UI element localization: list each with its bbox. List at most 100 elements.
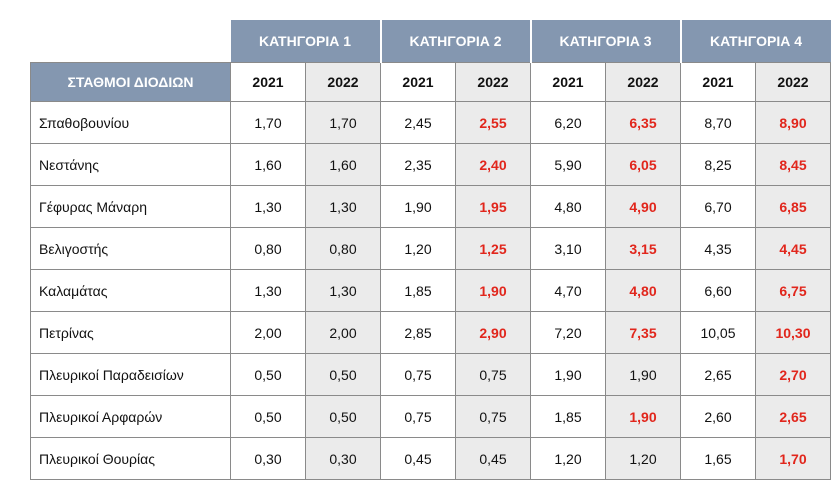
toll-table: ΚΑΤΗΓΟΡΙΑ 1 ΚΑΤΗΓΟΡΙΑ 2 ΚΑΤΗΓΟΡΙΑ 3 ΚΑΤΗ… xyxy=(30,20,831,480)
toll-value: 0,75 xyxy=(380,353,456,396)
category-3-header: ΚΑΤΗΓΟΡΙΑ 3 xyxy=(530,20,682,63)
toll-value: 1,20 xyxy=(380,227,456,270)
category-header-row: ΚΑΤΗΓΟΡΙΑ 1 ΚΑΤΗΓΟΡΙΑ 2 ΚΑΤΗΓΟΡΙΑ 3 ΚΑΤΗ… xyxy=(30,20,831,63)
station-name: Καλαμάτας xyxy=(30,269,231,312)
toll-value: 4,80 xyxy=(530,185,606,228)
toll-value: 2,00 xyxy=(230,311,306,354)
toll-value: 0,80 xyxy=(230,227,306,270)
toll-value: 3,10 xyxy=(530,227,606,270)
year-header-row: ΣΤΑΘΜΟΙ ΔΙΟΔΙΩΝ 2021 2022 2021 2022 2021… xyxy=(30,62,831,102)
toll-value: 2,60 xyxy=(680,395,756,438)
toll-value: 0,30 xyxy=(305,437,381,480)
stations-header: ΣΤΑΘΜΟΙ ΔΙΟΔΙΩΝ xyxy=(30,62,231,102)
toll-table-container: ΚΑΤΗΓΟΡΙΑ 1 ΚΑΤΗΓΟΡΙΑ 2 ΚΑΤΗΓΟΡΙΑ 3 ΚΑΤΗ… xyxy=(30,20,831,480)
toll-value: 1,90 xyxy=(605,353,681,396)
toll-value: 8,70 xyxy=(680,101,756,144)
toll-value: 1,20 xyxy=(605,437,681,480)
toll-value: 10,05 xyxy=(680,311,756,354)
toll-value: 6,70 xyxy=(680,185,756,228)
station-name: Βελιγοστής xyxy=(30,227,231,270)
year-header: 2021 xyxy=(230,62,306,102)
station-name: Πετρίνας xyxy=(30,311,231,354)
table-row: Πετρίνας 2,00 2,00 2,85 2,90 7,20 7,35 10,05 10,… xyxy=(30,311,831,354)
toll-value: 4,80 xyxy=(605,269,681,312)
toll-value: 1,60 xyxy=(230,143,306,186)
toll-value: 0,45 xyxy=(455,437,531,480)
year-header: 2021 xyxy=(530,62,606,102)
toll-value: 0,75 xyxy=(455,395,531,438)
table-row: Σπαθοβουνίου 1,70 1,70 2,45 2,55 6,20 6,35 8,70… xyxy=(30,101,831,144)
station-name: Πλευρικοί Θουρίας xyxy=(30,437,231,480)
toll-value: 5,90 xyxy=(530,143,606,186)
toll-value: 1,85 xyxy=(530,395,606,438)
toll-value: 1,95 xyxy=(455,185,531,228)
toll-value: 0,75 xyxy=(455,353,531,396)
toll-value: 7,20 xyxy=(530,311,606,354)
toll-value: 4,90 xyxy=(605,185,681,228)
toll-value: 1,85 xyxy=(380,269,456,312)
toll-value: 2,65 xyxy=(755,395,831,438)
toll-value: 0,50 xyxy=(230,353,306,396)
toll-value: 1,70 xyxy=(305,101,381,144)
toll-value: 2,45 xyxy=(380,101,456,144)
year-header: 2021 xyxy=(680,62,756,102)
toll-value: 6,05 xyxy=(605,143,681,186)
year-header: 2022 xyxy=(605,62,681,102)
year-header: 2021 xyxy=(380,62,456,102)
toll-value: 6,35 xyxy=(605,101,681,144)
toll-value: 2,70 xyxy=(755,353,831,396)
toll-value: 4,70 xyxy=(530,269,606,312)
toll-value: 1,30 xyxy=(305,269,381,312)
toll-value: 6,85 xyxy=(755,185,831,228)
station-name: Πλευρικοί Αρφαρών xyxy=(30,395,231,438)
toll-value: 1,65 xyxy=(680,437,756,480)
toll-value: 8,25 xyxy=(680,143,756,186)
table-row: Πλευρικοί Θουρίας 0,30 0,30 0,45 0,45 1,20 1,2… xyxy=(30,437,831,480)
toll-value: 2,00 xyxy=(305,311,381,354)
toll-value: 2,85 xyxy=(380,311,456,354)
toll-value: 1,20 xyxy=(530,437,606,480)
station-name: Νεστάνης xyxy=(30,143,231,186)
toll-value: 2,35 xyxy=(380,143,456,186)
toll-value: 1,25 xyxy=(455,227,531,270)
toll-value: 2,65 xyxy=(680,353,756,396)
toll-value: 2,55 xyxy=(455,101,531,144)
table-row: Πλευρικοί Αρφαρών 0,50 0,50 0,75 0,75 1,85 1,9… xyxy=(30,395,831,438)
toll-value: 7,35 xyxy=(605,311,681,354)
toll-value: 1,70 xyxy=(230,101,306,144)
station-name: Πλευρικοί Παραδεισίων xyxy=(30,353,231,396)
table-row: Πλευρικοί Παραδεισίων 0,50 0,50 0,75 0,75 1,9… xyxy=(30,353,831,396)
toll-value: 1,90 xyxy=(455,269,531,312)
toll-value: 0,50 xyxy=(230,395,306,438)
toll-value: 1,30 xyxy=(230,185,306,228)
toll-value: 1,30 xyxy=(305,185,381,228)
toll-value: 2,40 xyxy=(455,143,531,186)
station-name: Σπαθοβουνίου xyxy=(30,101,231,144)
toll-value: 1,30 xyxy=(230,269,306,312)
table-row: Βελιγοστής 0,80 0,80 1,20 1,25 3,10 3,15 4,35 4,… xyxy=(30,227,831,270)
toll-value: 0,30 xyxy=(230,437,306,480)
toll-value: 0,75 xyxy=(380,395,456,438)
toll-value: 0,80 xyxy=(305,227,381,270)
year-header: 2022 xyxy=(305,62,381,102)
toll-value: 0,45 xyxy=(380,437,456,480)
toll-value: 2,90 xyxy=(455,311,531,354)
year-header: 2022 xyxy=(755,62,831,102)
table-row: Καλαμάτας 1,30 1,30 1,85 1,90 4,70 4,80 6,60 6,7… xyxy=(30,269,831,312)
toll-value: 4,45 xyxy=(755,227,831,270)
blank-corner xyxy=(30,20,231,63)
category-2-header: ΚΑΤΗΓΟΡΙΑ 2 xyxy=(380,20,532,63)
toll-value: 6,60 xyxy=(680,269,756,312)
toll-value: 1,90 xyxy=(380,185,456,228)
toll-value: 1,70 xyxy=(755,437,831,480)
toll-value: 1,90 xyxy=(605,395,681,438)
station-name: Γέφυρας Μάναρη xyxy=(30,185,231,228)
toll-value: 6,75 xyxy=(755,269,831,312)
toll-value: 0,50 xyxy=(305,353,381,396)
toll-value: 8,90 xyxy=(755,101,831,144)
table-row: Νεστάνης 1,60 1,60 2,35 2,40 5,90 6,05 8,25 8,45 xyxy=(30,143,831,186)
toll-value: 6,20 xyxy=(530,101,606,144)
table-row: Γέφυρας Μάναρη 1,30 1,30 1,90 1,95 4,80 4,90 6,… xyxy=(30,185,831,228)
toll-value: 1,90 xyxy=(530,353,606,396)
year-header: 2022 xyxy=(455,62,531,102)
